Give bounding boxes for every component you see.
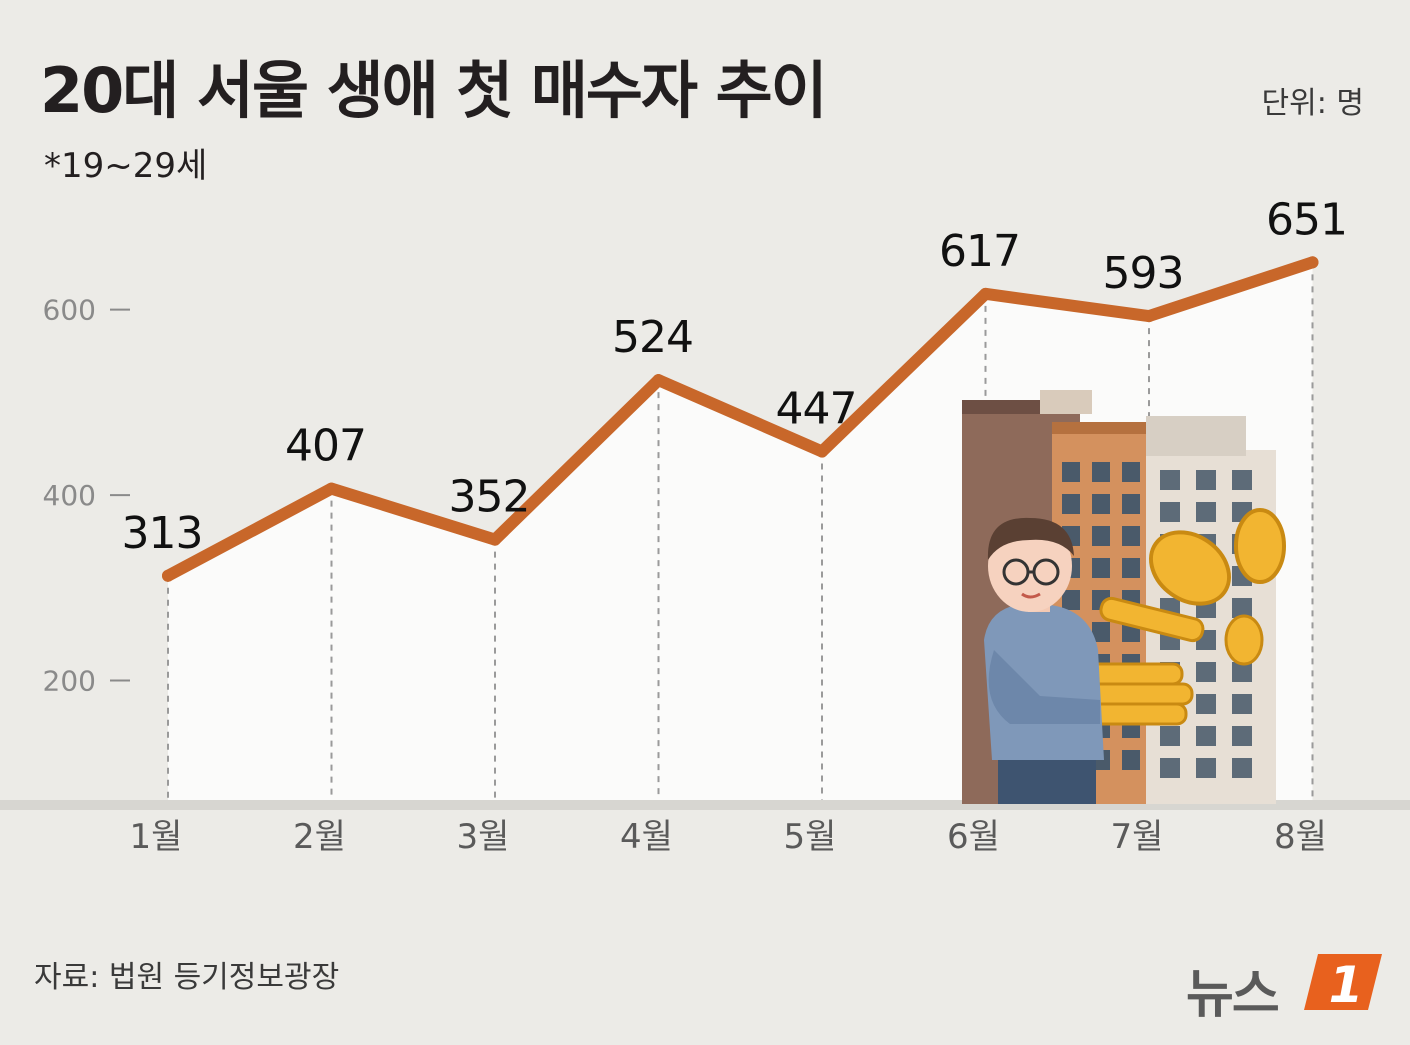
x-tick-label: 7월 (1111, 817, 1164, 857)
x-tick-label: 1월 (130, 817, 183, 857)
data-label: 407 (285, 421, 366, 472)
data-point (162, 569, 174, 582)
x-tick-label: 6월 (947, 817, 1000, 857)
series-line (162, 256, 1319, 582)
y-tick-label: 600 (43, 294, 96, 327)
chart-title: 20대 서울 생애 첫 매수자 추이 (40, 54, 828, 127)
logo-text: 뉴스 (1186, 965, 1280, 1025)
data-label: 593 (1103, 248, 1184, 299)
x-tick-label: 5월 (784, 817, 837, 857)
y-tick: 200 (43, 665, 130, 698)
x-tick-label: 2월 (293, 817, 346, 857)
data-point (979, 287, 992, 300)
data-point (1143, 310, 1155, 323)
logo-one-mark: 1 (1329, 956, 1364, 1014)
x-tick-label: 8월 (1274, 817, 1327, 857)
y-tick: 600 (43, 294, 130, 327)
x-tick-label: 3월 (457, 817, 510, 857)
person-illustration (984, 517, 1104, 804)
data-point (325, 482, 338, 495)
x-tick-label: 4월 (620, 817, 673, 857)
data-point (816, 445, 828, 458)
data-label: 617 (939, 226, 1020, 277)
y-tick-label: 400 (43, 479, 96, 512)
y-tick-label: 200 (43, 665, 96, 698)
data-point (489, 533, 501, 546)
unit-label: 단위: 명 (1261, 86, 1364, 121)
data-point (652, 374, 665, 387)
data-label: 352 (449, 472, 530, 523)
logo-one-mark-icon: 1 (1304, 954, 1382, 1014)
data-label: 447 (776, 383, 857, 434)
chart-subtitle: *19~29세 (44, 146, 208, 186)
x-axis-baseline (0, 800, 1410, 810)
source-note: 자료: 법원 등기정보광장 (34, 960, 340, 995)
data-label: 524 (612, 312, 693, 363)
news1-logo: 뉴스 1 (1186, 946, 1386, 1025)
data-point (1306, 256, 1319, 269)
y-tick: 400 (43, 479, 130, 512)
data-label: 313 (122, 508, 203, 559)
buyer-illustration (962, 390, 1286, 804)
coins-illustration (1080, 508, 1286, 726)
data-label: 651 (1266, 194, 1347, 245)
